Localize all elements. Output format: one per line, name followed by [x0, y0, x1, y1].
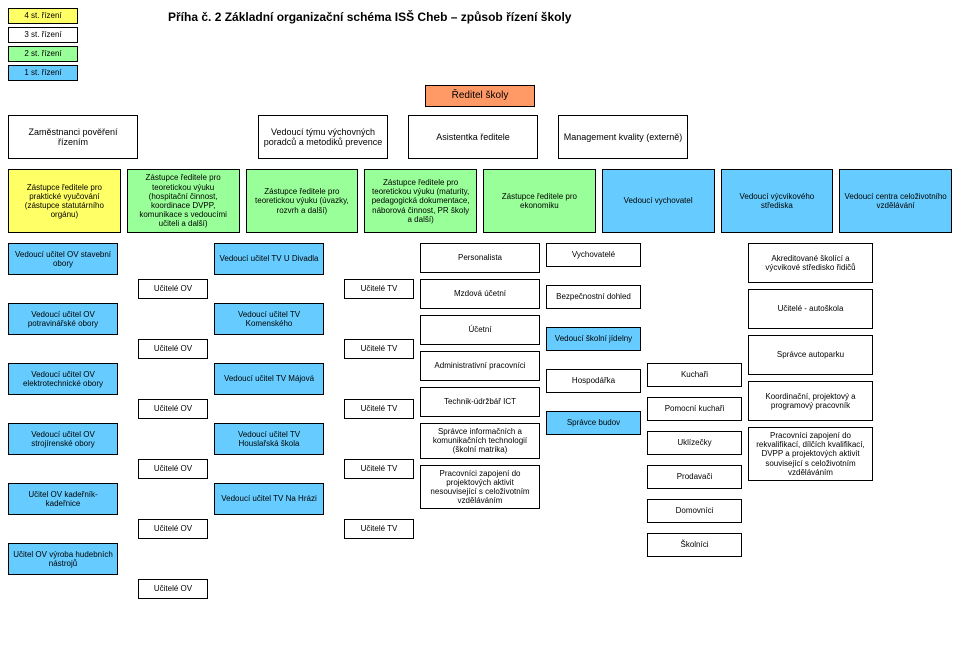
vych2-item: Uklízečky	[647, 431, 742, 455]
top-row-item: Management kvality (externě)	[558, 115, 688, 159]
bottom-area: Vedoucí učitel OV stavební obory Učitelé …	[8, 243, 952, 599]
deputy-box: Vedoucí výcvikového střediska	[721, 169, 834, 233]
top-row-item: Vedoucí týmu výchovných poradců a metodi…	[258, 115, 388, 159]
sub-box: Učitelé TV	[344, 459, 414, 479]
deputy-box: Zástupce ředitele pro teoretickou výuku …	[246, 169, 359, 233]
stagger-row: Vedoucí učitel TV U Divadla	[214, 243, 414, 275]
sub-row: Učitelé TV	[214, 279, 414, 299]
vych2-item: Kuchaři	[647, 363, 742, 387]
stagger-row: Učitel OV kadeřník-kadeřnice	[8, 483, 208, 515]
econ-item: Pracovníci zapojení do projektových akti…	[420, 465, 540, 510]
legend-item: 3 st. řízení	[8, 27, 78, 43]
director-box: Ředitel školy	[425, 85, 535, 107]
sub-box: Učitelé OV	[138, 459, 208, 479]
econ-item: Správce informačních a komunikačních tec…	[420, 423, 540, 459]
lead-box: Vedoucí učitel TV Houslařská škola	[214, 423, 324, 455]
lead-box: Učitel OV kadeřník-kadeřnice	[8, 483, 118, 515]
sub-box: Učitelé OV	[138, 399, 208, 419]
deputy-box: Zástupce ředitele pro praktické vyučován…	[8, 169, 121, 233]
sub-row: Učitelé TV	[214, 339, 414, 359]
vych2-item: Prodavači	[647, 465, 742, 489]
stagger-row: Vedoucí učitel TV Májová	[214, 363, 414, 395]
right-item: Správce autoparku	[748, 335, 873, 375]
legend: 4 st. řízení 3 st. řízení 2 st. řízení 1 st…	[8, 8, 78, 81]
econ-item: Technik-údržbář ICT	[420, 387, 540, 417]
vych2-item: Domovníci	[647, 499, 742, 523]
deputy-box: Vedoucí vychovatel	[602, 169, 715, 233]
top-row-item: Zaměstnanci pověření řízením	[8, 115, 138, 159]
deputy-box: Zástupce ředitele pro teoretickou výuku …	[364, 169, 477, 233]
stagger-row: Vedoucí učitel OV stavební obory	[8, 243, 208, 275]
ov-column: Vedoucí učitel OV stavební obory Učitelé …	[8, 243, 208, 599]
sub-box: Učitelé TV	[344, 519, 414, 539]
page-title: Příha č. 2 Základní organizační schéma I…	[168, 10, 571, 24]
econ-item: Personalista	[420, 243, 540, 273]
lead-box: Vedoucí učitel OV stavební obory	[8, 243, 118, 275]
stagger-row: Vedoucí učitel OV potravinářské obory	[8, 303, 208, 335]
lead-box: Vedoucí učitel OV strojírenské obory	[8, 423, 118, 455]
sub-row: Učitelé OV	[8, 279, 208, 299]
lead-box: Vedoucí učitel OV potravinářské obory	[8, 303, 118, 335]
stagger-row: Vedoucí učitel TV Na Hrázi	[214, 483, 414, 515]
right-item: Koordinační, projektový a programový pra…	[748, 381, 873, 421]
sub-row: Učitelé OV	[8, 579, 208, 599]
vych1-item: Správce budov	[546, 411, 641, 435]
lead-box: Učitel OV výroba hudebních nástrojů	[8, 543, 118, 575]
sub-row: Učitelé TV	[214, 459, 414, 479]
sub-box: Učitelé OV	[138, 339, 208, 359]
sub-box: Učitelé OV	[138, 519, 208, 539]
right-item: Akreditované školící a výcvikové středis…	[748, 243, 873, 283]
tv-column: Vedoucí učitel TV U Divadla Učitelé TV Ved…	[214, 243, 414, 599]
econ-item: Účetní	[420, 315, 540, 345]
deputies-row: Zástupce ředitele pro praktické vyučován…	[8, 169, 952, 233]
sub-box: Učitelé TV	[344, 279, 414, 299]
stagger-row: Vedoucí učitel OV elektrotechnické obory	[8, 363, 208, 395]
vych1-item: Bezpečnostní dohled	[546, 285, 641, 309]
vychovatel-col1: Vychovatelé Bezpečnostní dohled Vedoucí šk…	[546, 243, 641, 599]
deputy-box: Zástupce ředitele pro ekonomiku	[483, 169, 596, 233]
sub-row: Učitelé OV	[8, 399, 208, 419]
econ-item: Mzdová účetní	[420, 279, 540, 309]
lead-box: Vedoucí učitel TV Na Hrázi	[214, 483, 324, 515]
sub-row: Učitelé TV	[214, 519, 414, 539]
header: 4 st. řízení 3 st. řízení 2 st. řízení 1 st…	[8, 8, 952, 81]
sub-row: Učitelé OV	[8, 339, 208, 359]
top-row: Zaměstnanci pověření řízením Vedoucí týmu…	[8, 115, 952, 159]
stagger-row: Vedoucí učitel TV Komenského	[214, 303, 414, 335]
sub-row: Učitelé OV	[8, 459, 208, 479]
sub-box: Učitelé OV	[138, 279, 208, 299]
econ-item: Administrativní pracovníci	[420, 351, 540, 381]
stagger-row: Vedoucí učitel OV strojírenské obory	[8, 423, 208, 455]
top-row-item: Asistentka ředitele	[408, 115, 538, 159]
legend-item: 2 st. řízení	[8, 46, 78, 62]
stagger-row: Učitel OV výroba hudebních nástrojů	[8, 543, 208, 575]
deputy-box: Vedoucí centra celoživotního vzdělávání	[839, 169, 952, 233]
right-column: Akreditované školící a výcvikové středis…	[748, 243, 873, 599]
sub-row: Učitelé OV	[8, 519, 208, 539]
econ-column: Personalista Mzdová účetní Účetní Administr…	[420, 243, 540, 599]
sub-box: Učitelé TV	[344, 399, 414, 419]
sub-box: Učitelé OV	[138, 579, 208, 599]
lead-box: Vedoucí učitel TV Májová	[214, 363, 324, 395]
vych1-item: Vychovatelé	[546, 243, 641, 267]
stagger-row: Vedoucí učitel TV Houslařská škola	[214, 423, 414, 455]
sub-row: Učitelé TV	[214, 399, 414, 419]
right-item: Učitelé - autoškola	[748, 289, 873, 329]
right-item: Pracovníci zapojení do rekvalifikací, dí…	[748, 427, 873, 481]
vychovatel-col2: Kuchaři Pomocní kuchaři Uklízečky Prodavači…	[647, 363, 742, 599]
vych2-item: Pomocní kuchaři	[647, 397, 742, 421]
lead-box: Vedoucí učitel OV elektrotechnické obory	[8, 363, 118, 395]
legend-item: 1 st. řízení	[8, 65, 78, 81]
legend-item: 4 st. řízení	[8, 8, 78, 24]
vych1-item: Vedoucí školní jídelny	[546, 327, 641, 351]
sub-box: Učitelé TV	[344, 339, 414, 359]
lead-box: Vedoucí učitel TV U Divadla	[214, 243, 324, 275]
vych1-item: Hospodářka	[546, 369, 641, 393]
deputy-box: Zástupce ředitele pro teoretickou výuku …	[127, 169, 240, 233]
lead-box: Vedoucí učitel TV Komenského	[214, 303, 324, 335]
vych2-item: Školníci	[647, 533, 742, 557]
